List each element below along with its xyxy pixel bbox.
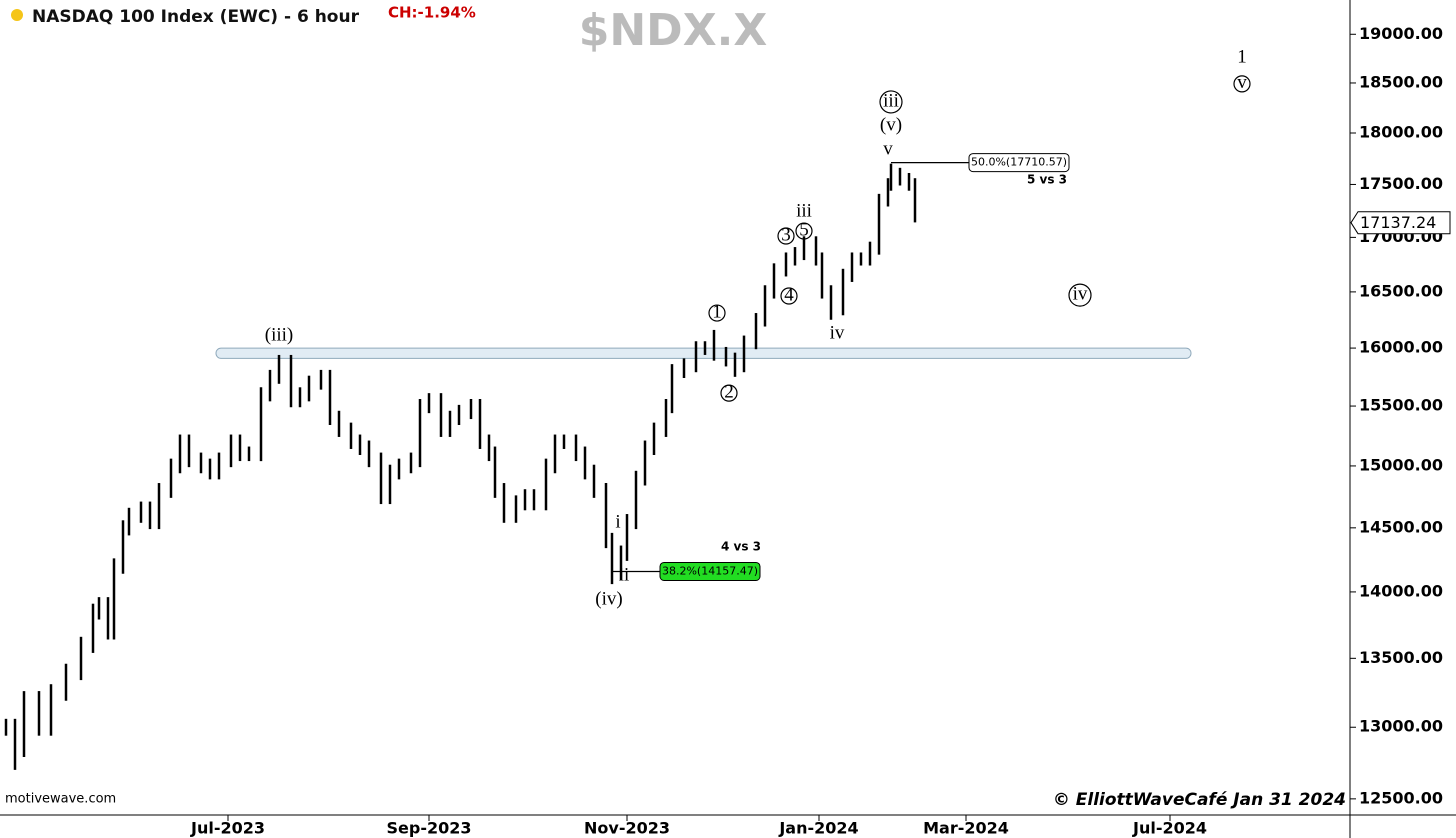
wave-circle [780, 287, 798, 305]
note-label: 4 vs 3 [721, 540, 761, 554]
wave-label: 1 [1237, 46, 1247, 67]
wave-label: 4 [784, 284, 794, 305]
y-tick-label: 15000.00 [1359, 455, 1443, 474]
y-tick-label: 13500.00 [1359, 648, 1443, 667]
chart-title: NASDAQ 100 Index (EWC) - 6 hour [32, 7, 360, 27]
fib-label: 38.2%(14157.47) [662, 564, 758, 577]
wave-label: v [883, 138, 893, 159]
note-label: 5 vs 3 [1027, 173, 1067, 187]
y-tick-label: 17500.00 [1359, 174, 1443, 193]
wave-label: 1 [712, 301, 722, 322]
y-tick-label: 16500.00 [1359, 281, 1443, 300]
fib-label: 50.0%(17710.57) [971, 156, 1067, 169]
last-price-label: 17137.24 [1360, 213, 1436, 232]
wave-label: ii [619, 564, 630, 585]
wave-label: iii [796, 200, 812, 221]
x-tick-label: Mar-2024 [923, 819, 1009, 838]
symbol: $NDX.X [579, 5, 768, 56]
resistance-zone [215, 347, 1192, 359]
y-tick-label: 18000.00 [1359, 123, 1443, 142]
wave-circle [795, 222, 813, 240]
y-tick-label: 18500.00 [1359, 72, 1443, 91]
y-tick-label: 16000.00 [1359, 338, 1443, 357]
status-dot [11, 9, 23, 21]
x-tick-label: Sep-2023 [387, 819, 472, 838]
wave-circle [720, 384, 738, 402]
y-tick-label: 12500.00 [1359, 788, 1443, 807]
wave-label: (iv) [595, 589, 622, 610]
wave-circle [879, 90, 903, 114]
y-tick-label: 19000.00 [1359, 24, 1443, 43]
x-tick-label: Jul-2023 [190, 819, 265, 838]
wave-label: iv [830, 322, 845, 343]
source: motivewave.com [5, 792, 116, 807]
x-tick-label: Jul-2024 [1132, 819, 1207, 838]
wave-label: i [615, 512, 620, 533]
wave-label: iv [1073, 283, 1088, 304]
wave-label: 2 [724, 382, 734, 403]
change-label: CH:-1.94% [388, 4, 476, 22]
x-tick-label: Nov-2023 [584, 819, 670, 838]
wave-label: (v) [880, 114, 902, 135]
wave-label: 3 [781, 224, 791, 245]
wave-circle [777, 227, 795, 245]
y-tick-label: 14000.00 [1359, 581, 1443, 600]
wave-circle [1233, 75, 1251, 93]
wave-circle [1068, 283, 1092, 307]
wave-label: v [1237, 72, 1247, 93]
wave-label: 5 [799, 219, 809, 240]
y-tick-label: 15500.00 [1359, 396, 1443, 415]
last-price-box [1350, 211, 1451, 235]
fib-label-box [968, 153, 1070, 173]
x-tick-label: Jan-2024 [778, 819, 858, 838]
fib-label-box [659, 561, 761, 581]
y-tick-label: 13000.00 [1359, 717, 1443, 736]
wave-circle [708, 304, 726, 322]
wave-label: iii [883, 90, 899, 111]
y-tick-label: 14500.00 [1359, 517, 1443, 536]
credit: © ElliottWaveCafé Jan 31 2024 [1053, 790, 1346, 810]
wave-label: (iii) [265, 324, 294, 345]
